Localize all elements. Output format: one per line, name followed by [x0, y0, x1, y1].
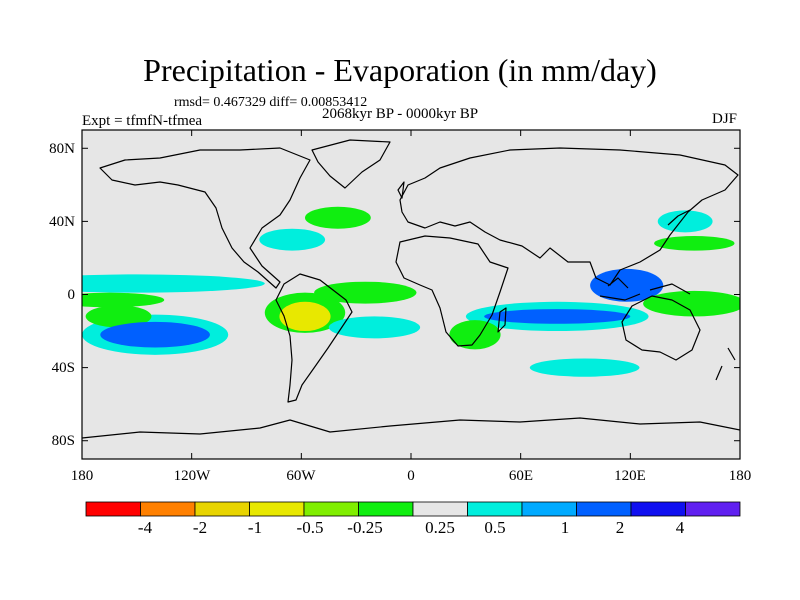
lat-label-0: 0: [67, 287, 76, 303]
colorbar-label: 0.25: [425, 518, 455, 537]
anomaly-maritime-continent-wet: [590, 268, 664, 302]
lat-label-80s: 80S: [51, 433, 75, 449]
coastline-south-america: [275, 273, 353, 403]
colorbar-swatch: [576, 501, 632, 517]
colorbar-label: 0.5: [484, 518, 506, 537]
anomaly-amazon-dry: [279, 301, 331, 332]
coastline-greenland: [311, 139, 391, 189]
coastline-madagascar: [497, 307, 507, 333]
lon-label-120w: 120W: [173, 468, 211, 484]
colorbar-label: 4: [675, 518, 685, 537]
lon-label-0: 0: [407, 468, 415, 484]
plot-title: Precipitation - Evaporation (in mm/day): [143, 52, 657, 88]
coastline-australia: [621, 295, 701, 361]
anomaly-south-indian-wet: [529, 358, 640, 377]
anomaly-indian-ocean-wet-core: [484, 309, 631, 324]
anomaly-south-pacific-dry: [85, 305, 152, 328]
colorbar-swatch: [140, 501, 196, 517]
lat-label-40s: 40S: [51, 360, 75, 376]
axis-ticks: [81, 130, 741, 459]
lat-label-80n: 80N: [49, 141, 75, 157]
colorbar-swatch: [521, 501, 577, 517]
anomaly-fields: [82, 206, 740, 377]
season-label: DJF: [712, 111, 738, 127]
rmsd-diff-stats: rmsd= 0.467329 diff= 0.00853412: [174, 95, 368, 110]
anomaly-north-atlantic-wet: [259, 228, 326, 251]
coastline-maritime-islands: [599, 277, 691, 301]
anomaly-north-pacific-dry: [654, 236, 735, 251]
experiment-label: Expt = tfmfN-tfmea: [82, 113, 203, 129]
anomaly-equatorial-pacific-dry: [82, 292, 165, 308]
lon-label-180e: 180: [728, 468, 752, 484]
coastline-japan: [667, 209, 691, 226]
colorbar-label: -0.5: [296, 518, 324, 537]
coastline-north-america: [99, 147, 311, 289]
colorbar-label: -0.25: [347, 518, 383, 537]
anomaly-southern-africa-dry: [449, 320, 501, 350]
lon-label-180w: 180: [70, 468, 94, 484]
anomaly-atlantic-itcz-dry-outer: [314, 281, 417, 304]
coastline-eurasia: [399, 147, 739, 286]
lon-label-120e: 120E: [614, 468, 646, 484]
colorbar-swatch: [685, 501, 741, 517]
anomaly-equatorial-pacific-wet: [82, 274, 265, 293]
colorbar-swatch: [249, 501, 305, 517]
lat-label-40n: 40N: [49, 214, 75, 230]
colorbar-label: 1: [560, 518, 570, 537]
colorbar-swatch: [630, 501, 686, 517]
colorbar-swatch: [358, 501, 414, 517]
anomaly-north-atlantic-dry: [304, 206, 371, 229]
colorbar-label: -2: [192, 518, 208, 537]
coastline-antarctica: [82, 417, 740, 439]
anomaly-south-atlantic-wet: [328, 316, 421, 339]
coastline-africa: [395, 235, 509, 347]
colorbar-swatch: [303, 501, 359, 517]
coastline-new-zealand: [715, 347, 736, 381]
period-label: 2068kyr BP - 0000kyr BP: [322, 106, 479, 122]
colorbar-swatch: [194, 501, 250, 517]
coastlines: [82, 139, 740, 439]
lon-label-60w: 60W: [286, 468, 316, 484]
anomaly-west-pacific-dry-outer: [643, 290, 740, 317]
anomaly-north-pacific-wet: [657, 210, 713, 233]
colorbar-swatch: [412, 501, 468, 517]
colorbar-label: 2: [615, 518, 625, 537]
colorbar: [85, 501, 741, 517]
anomaly-south-pacific-wet-band: [100, 321, 210, 348]
colorbar-swatch: [467, 501, 523, 517]
colorbar-label: -4: [137, 518, 153, 537]
colorbar-label: -1: [247, 518, 263, 537]
coastline-british-isles: [397, 181, 405, 199]
colorbar-swatch: [85, 501, 141, 517]
lon-label-60e: 60E: [508, 468, 534, 484]
